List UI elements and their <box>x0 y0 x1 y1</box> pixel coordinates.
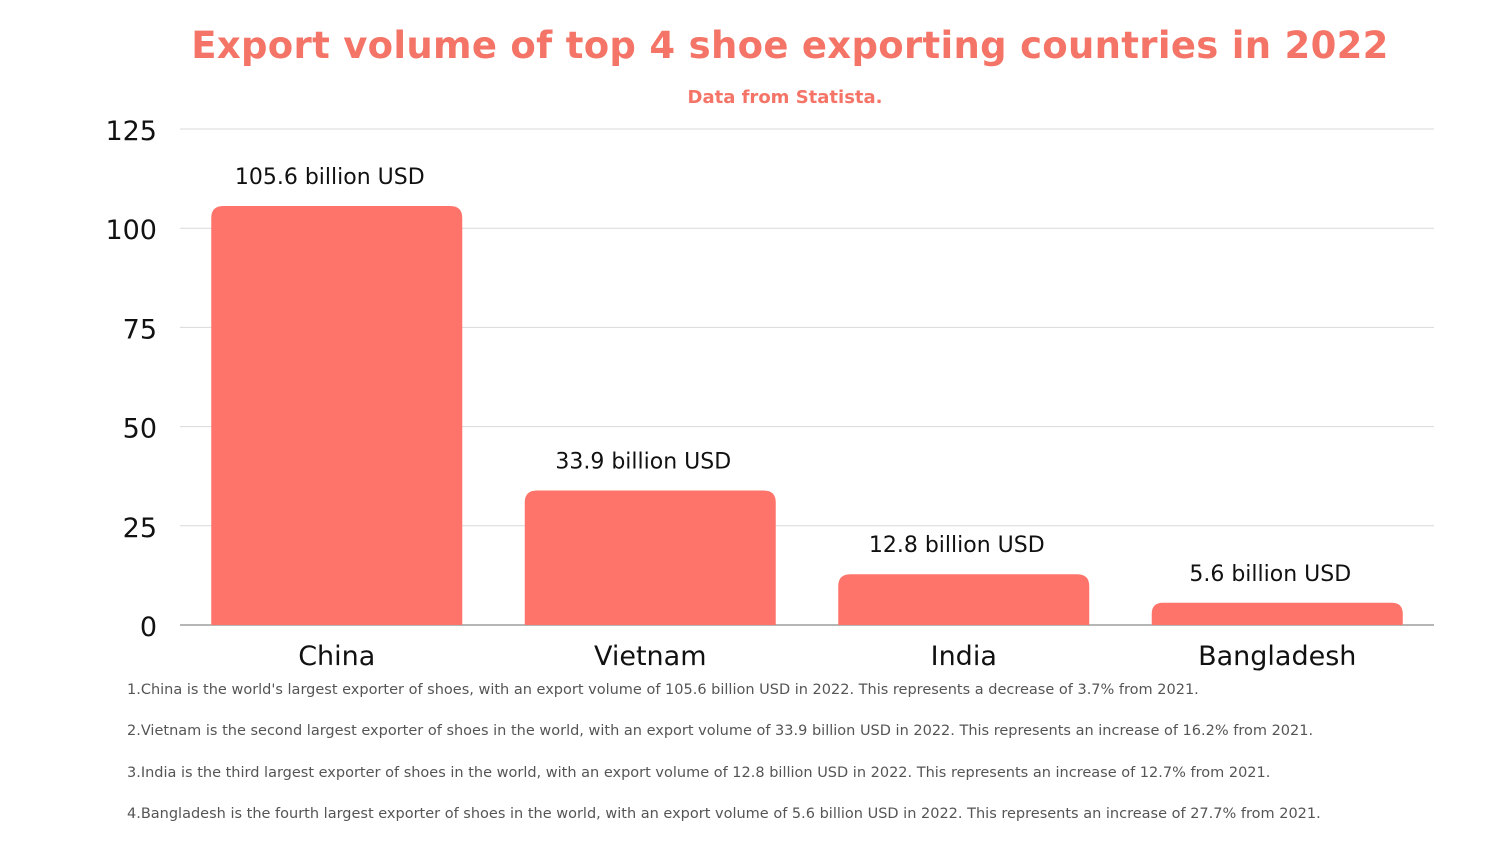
bar-india <box>838 574 1090 625</box>
notes-list: 1.China is the world's largest exporter … <box>127 679 1487 844</box>
y-tick-label-125: 125 <box>105 116 157 147</box>
data-label-china: 105.6 billion USD <box>235 165 425 190</box>
chart-subtitle: Data from Statista. <box>687 87 883 108</box>
y-tick-label-25: 25 <box>123 513 157 544</box>
category-label-china: China <box>298 641 375 672</box>
category-label-bangladesh: Bangladesh <box>1198 641 1356 672</box>
note-bangladesh: 4.Bangladesh is the fourth largest expor… <box>127 805 1321 822</box>
y-tick-label-75: 75 <box>123 314 157 345</box>
y-tick-label-100: 100 <box>105 215 157 246</box>
category-label-india: India <box>931 641 997 672</box>
category-label-vietnam: Vietnam <box>594 641 707 672</box>
bar-chart: 0 25 50 75 100 125 105.6 billion USD China 33.9 … <box>105 116 1434 672</box>
y-tick-label-50: 50 <box>123 414 157 445</box>
note-india: 3.India is the third largest exporter of… <box>127 764 1271 781</box>
note-china: 1.China is the world's largest exporter … <box>127 682 1199 698</box>
data-label-bangladesh: 5.6 billion USD <box>1189 562 1351 587</box>
bar-bangladesh <box>1151 602 1403 625</box>
y-tick-label-0: 0 <box>140 612 157 643</box>
note-vietnam: 2.Vietnam is the second largest exporter… <box>127 723 1314 740</box>
bar-vietnam <box>524 490 776 625</box>
bar-china <box>211 205 463 626</box>
data-label-vietnam: 33.9 billion USD <box>555 449 731 474</box>
chart-title: Export volume of top 4 shoe exporting co… <box>191 24 1389 67</box>
data-label-india: 12.8 billion USD <box>869 533 1045 558</box>
